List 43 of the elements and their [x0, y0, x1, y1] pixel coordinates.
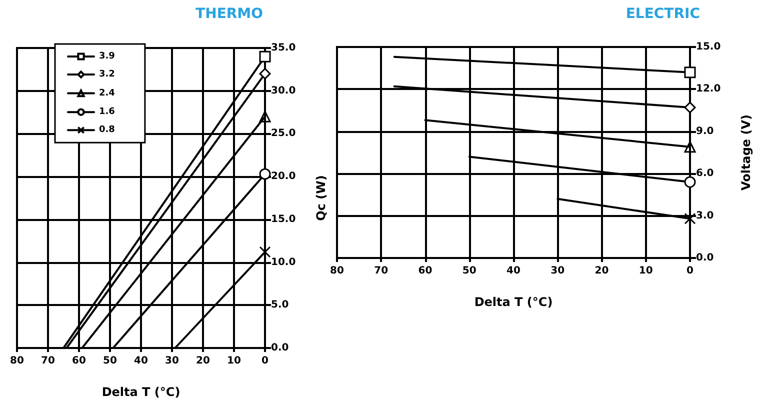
y-tick-label: 15.0	[271, 214, 296, 225]
x-tick-label: 0	[686, 266, 694, 276]
chart-title: ELECTRIC	[626, 6, 700, 22]
y-tick-label: 20.0	[271, 171, 296, 182]
x-axis-title: Delta T (°C)	[102, 385, 180, 399]
y-tick-label: 12.0	[696, 84, 721, 95]
x-tick-label: 60	[72, 356, 86, 366]
x-tick-label: 70	[374, 266, 388, 276]
legend-label: 3.2	[99, 70, 115, 80]
x-tick-label: 10	[227, 356, 241, 366]
x-tick-label: 20	[594, 266, 609, 276]
x-tick-label: 50	[103, 356, 117, 366]
x-tick-label: 70	[41, 356, 55, 366]
y-axis-title: Voltage (V)	[739, 114, 753, 190]
y-axis-title: Qc (W)	[314, 175, 328, 221]
y-tick-label: 25.0	[271, 128, 296, 140]
x-axis-title: Delta T (°C)	[474, 295, 553, 309]
y-tick-label: 0.0	[696, 252, 714, 264]
y-tick-label: 35.0	[271, 42, 296, 54]
x-tick-label: 80	[330, 266, 344, 276]
x-tick-label: 30	[550, 266, 565, 276]
y-tick-label: 9.0	[696, 126, 714, 137]
y-tick-label: 5.0	[271, 300, 289, 311]
legend-label: 3.9	[99, 52, 115, 62]
legend-label: 0.8	[99, 125, 115, 136]
x-tick-label: 0	[262, 356, 269, 366]
x-tick-label: 40	[134, 356, 148, 366]
x-tick-label: 20	[196, 356, 210, 366]
x-tick-label: 50	[462, 266, 476, 276]
legend-label: 2.4	[99, 88, 115, 98]
x-tick-label: 80	[10, 356, 24, 366]
y-tick-label: 10.0	[271, 256, 296, 268]
y-tick-label: 30.0	[271, 85, 296, 96]
y-tick-label: 0.0	[271, 342, 289, 354]
x-tick-label: 30	[165, 356, 179, 366]
y-tick-label: 3.0	[696, 210, 714, 222]
x-tick-label: 60	[418, 266, 432, 276]
y-tick-label: 6.0	[696, 168, 714, 180]
y-tick-label: 15.0	[696, 42, 721, 52]
x-tick-label: 40	[506, 266, 520, 276]
x-tick-label: 10	[638, 266, 653, 276]
chart-title: THERMO	[196, 6, 264, 22]
legend-label: 1.6	[99, 107, 115, 118]
